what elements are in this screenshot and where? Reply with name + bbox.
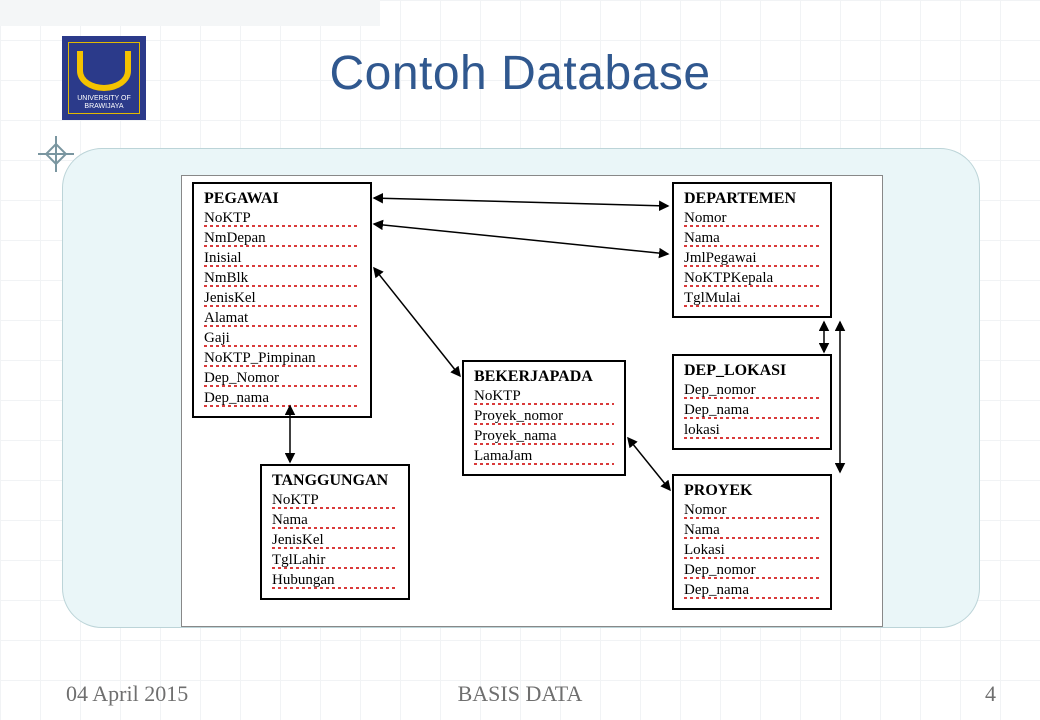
- relation-arrow: [628, 438, 670, 490]
- entity-attr: Dep_Nomor: [204, 368, 360, 388]
- entity-attr: LamaJam: [474, 446, 614, 466]
- entity-attr: Nomor: [684, 500, 820, 520]
- relation-arrow: [374, 224, 668, 254]
- entity-attr: Alamat: [204, 308, 360, 328]
- relation-arrow: [374, 198, 668, 206]
- entity-attr: JenisKel: [272, 530, 398, 550]
- entity-attr: TglMulai: [684, 288, 820, 308]
- entity-attr: NoKTP: [474, 386, 614, 406]
- entity-attr: NmBlk: [204, 268, 360, 288]
- entity-title: PEGAWAI: [204, 190, 360, 208]
- entity-attr: Dep_nama: [684, 580, 820, 600]
- entity-title: PROYEK: [684, 482, 820, 500]
- entity-dep_lokasi: DEP_LOKASIDep_nomorDep_namalokasi: [672, 354, 832, 450]
- diagram-sheet: PEGAWAINoKTPNmDepanInisialNmBlkJenisKelA…: [181, 175, 883, 627]
- entity-departemen: DEPARTEMENNomorNamaJmlPegawaiNoKTPKepala…: [672, 182, 832, 318]
- slide-footer: 04 April 2015 BASIS DATA 4: [0, 680, 1040, 708]
- entity-attr: NoKTP: [204, 208, 360, 228]
- top-strip: [0, 0, 380, 26]
- entity-attr: Dep_nama: [684, 400, 820, 420]
- entity-attr: Nomor: [684, 208, 820, 228]
- footer-page: 4: [985, 681, 996, 707]
- entity-attr: lokasi: [684, 420, 820, 440]
- entity-bekerjapada: BEKERJAPADANoKTPProyek_nomorProyek_namaL…: [462, 360, 626, 476]
- entity-title: DEP_LOKASI: [684, 362, 820, 380]
- relation-arrow: [374, 268, 460, 376]
- entity-attr: Dep_nomor: [684, 560, 820, 580]
- diagram-panel: PEGAWAINoKTPNmDepanInisialNmBlkJenisKelA…: [62, 148, 980, 628]
- entity-attr: Proyek_nomor: [474, 406, 614, 426]
- entity-tanggungan: TANGGUNGANNoKTPNamaJenisKelTglLahirHubun…: [260, 464, 410, 600]
- entity-pegawai: PEGAWAINoKTPNmDepanInisialNmBlkJenisKelA…: [192, 182, 372, 418]
- entity-proyek: PROYEKNomorNamaLokasiDep_nomorDep_nama: [672, 474, 832, 610]
- entity-attr: Nama: [684, 228, 820, 248]
- entity-attr: Nama: [684, 520, 820, 540]
- entity-attr: Dep_nama: [204, 388, 360, 408]
- entity-attr: JmlPegawai: [684, 248, 820, 268]
- entity-attr: Proyek_nama: [474, 426, 614, 446]
- entity-title: DEPARTEMEN: [684, 190, 820, 208]
- entity-attr: Hubungan: [272, 570, 398, 590]
- footer-center: BASIS DATA: [0, 681, 1040, 707]
- entity-attr: Lokasi: [684, 540, 820, 560]
- entity-title: BEKERJAPADA: [474, 368, 614, 386]
- slide-page: UNIVERSITY OF BRAWIJAYA Contoh Database …: [0, 0, 1040, 720]
- entity-attr: NoKTPKepala: [684, 268, 820, 288]
- slide-title: Contoh Database: [0, 46, 1040, 101]
- entity-attr: NmDepan: [204, 228, 360, 248]
- entity-attr: JenisKel: [204, 288, 360, 308]
- entity-attr: Nama: [272, 510, 398, 530]
- entity-attr: Gaji: [204, 328, 360, 348]
- entity-title: TANGGUNGAN: [272, 472, 398, 490]
- entity-attr: Inisial: [204, 248, 360, 268]
- entity-attr: TglLahir: [272, 550, 398, 570]
- entity-attr: NoKTP: [272, 490, 398, 510]
- entity-attr: NoKTP_Pimpinan: [204, 348, 360, 368]
- entity-attr: Dep_nomor: [684, 380, 820, 400]
